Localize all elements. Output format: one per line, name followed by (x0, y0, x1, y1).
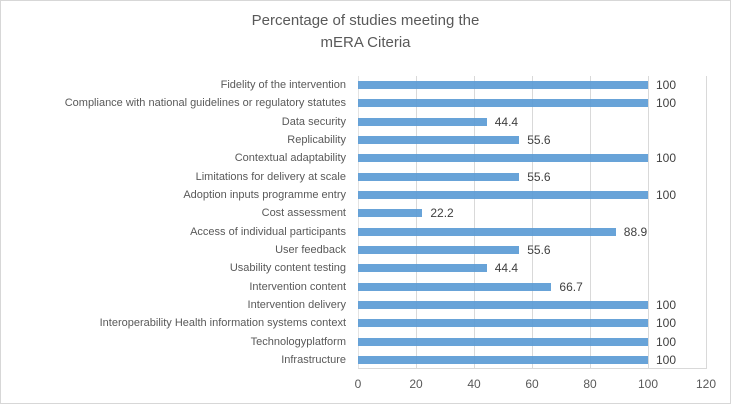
category-label: Technologyplatform (250, 335, 346, 348)
x-axis-tick-label: 100 (637, 377, 659, 391)
category-label: Usability content testing (229, 262, 346, 275)
bar (358, 209, 423, 218)
chart-title: Percentage of studies meeting the mERA C… (251, 12, 480, 51)
x-axis-tick-label: 0 (354, 377, 362, 391)
bar (358, 300, 648, 309)
gridline (532, 76, 533, 369)
bar (358, 264, 487, 273)
bar-value-label: 100 (656, 96, 677, 111)
bar (358, 154, 648, 163)
category-label: Replicability (287, 134, 346, 147)
bar-value-label: 44.4 (494, 114, 519, 129)
bar-value-label: 88.9 (623, 224, 648, 239)
x-axis: 0 20 40 60 80 100 120 (355, 369, 716, 399)
gridline (706, 76, 707, 369)
chart-body: Fidelity of the intervention Compliance w… (1, 76, 730, 403)
category-label: Limitations for delivery at scale (195, 170, 346, 183)
bar-value-label: 44.4 (494, 261, 519, 276)
bar-value-label: 100 (656, 78, 677, 93)
bar-value-label: 66.7 (559, 279, 583, 294)
x-axis-tick-label: 120 (695, 377, 717, 391)
bar-value-label: 100 (656, 334, 677, 349)
category-label: Compliance with national guidelines or r… (64, 97, 346, 110)
category-label: Interoperability Health information syst… (99, 317, 346, 330)
bar (358, 227, 616, 236)
category-labels: Fidelity of the intervention Compliance w… (1, 76, 352, 369)
category-label: Contextual adaptability (234, 152, 346, 165)
x-axis-tick-label: 20 (409, 377, 423, 391)
gridline (648, 76, 649, 369)
bar-value-label: 55.6 (527, 133, 551, 148)
bar-value-label: 100 (656, 352, 677, 367)
gridline (416, 76, 417, 369)
category-label: Access of individual participants (190, 225, 346, 238)
bar (358, 99, 648, 108)
bar (358, 319, 648, 328)
x-axis-tick-label: 80 (583, 377, 597, 391)
bar-value-label: 100 (656, 316, 677, 331)
bar (358, 191, 648, 200)
category-label: Data security (281, 115, 346, 128)
bar (358, 355, 648, 364)
category-label: Fidelity of the intervention (220, 79, 346, 92)
category-label: Intervention content (249, 280, 346, 293)
gridline (590, 76, 591, 369)
x-axis-tick-label: 40 (467, 377, 481, 391)
category-label: Infrastructure (281, 353, 346, 366)
bar-value-label: 100 (656, 297, 677, 312)
bar (358, 282, 552, 291)
category-label: Intervention delivery (247, 298, 346, 311)
x-axis-line (358, 368, 707, 369)
bar (358, 337, 648, 346)
bar (358, 136, 520, 145)
category-label: Cost assessment (261, 207, 346, 220)
bar-value-label: 100 (656, 188, 677, 203)
category-label: User feedback (275, 243, 346, 256)
bar-value-label: 55.6 (527, 169, 551, 184)
gridline (358, 76, 359, 369)
gridline (474, 76, 475, 369)
bar (358, 117, 487, 126)
bar-value-label: 55.6 (527, 242, 551, 257)
bar (358, 81, 648, 90)
plot-area: 100 100 44.4 55.6 100 55.6 100 22.2 88.9 55.6 44.4… (358, 76, 707, 369)
bar (358, 245, 520, 254)
category-label: Adoption inputs programme entry (183, 189, 346, 202)
bar-value-label: 22.2 (430, 206, 454, 221)
bar-value-label: 100 (656, 151, 677, 166)
bar (358, 172, 520, 181)
x-axis-tick-label: 60 (525, 377, 539, 391)
